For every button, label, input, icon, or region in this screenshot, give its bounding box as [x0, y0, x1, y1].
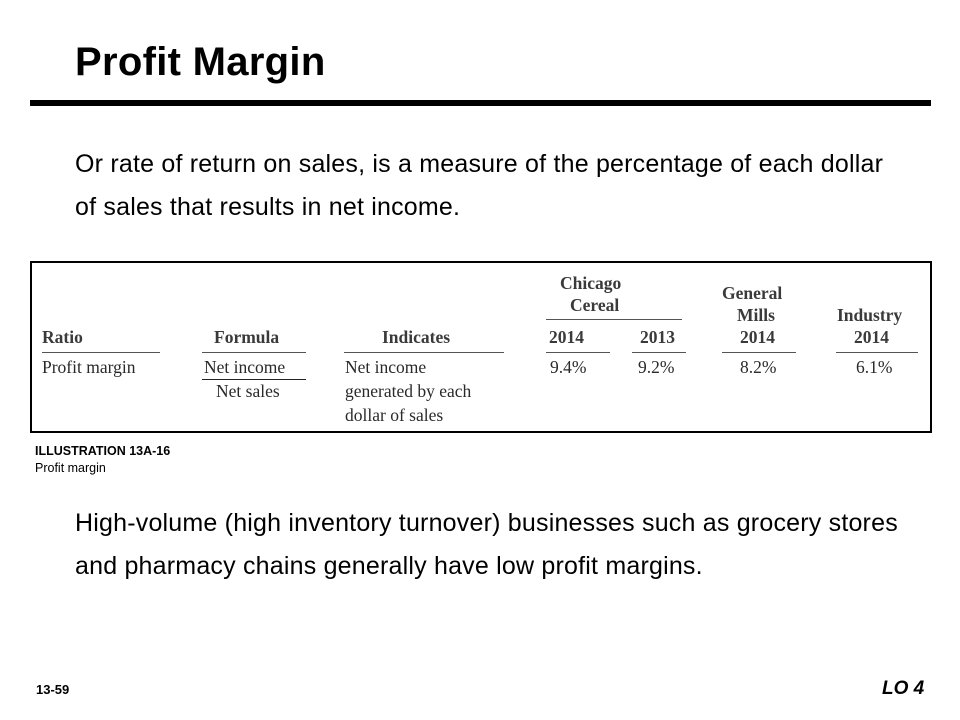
- illustration-caption: ILLUSTRATION 13A-16 Profit margin: [35, 443, 170, 477]
- col-header-industry-2014: 2014: [854, 327, 889, 347]
- col-header-ratio: Ratio: [42, 327, 83, 347]
- formula-fraction-bar: [202, 379, 306, 380]
- col-header-formula: Formula: [214, 327, 280, 347]
- formula-denominator: Net sales: [216, 381, 280, 401]
- group-header-general-line2: Mills: [737, 305, 775, 325]
- col-header-cc-2014: 2014: [549, 327, 584, 347]
- col-header-indicates: Indicates: [382, 327, 451, 347]
- note-paragraph: High-volume (high inventory turnover) bu…: [75, 509, 898, 580]
- value-industry-2014: 6.1%: [856, 357, 893, 377]
- value-gm-2014: 8.2%: [740, 357, 777, 377]
- title-divider: [30, 100, 931, 106]
- indicates-line2: generated by each: [345, 381, 472, 401]
- indicates-line1: Net income: [345, 357, 427, 377]
- underline-cc-2014: [546, 352, 610, 353]
- group-header-chicago-line2: Cereal: [570, 295, 620, 315]
- group-header-chicago-line1: Chicago: [560, 273, 622, 293]
- underline-indicates: [344, 352, 504, 353]
- row-ratio-name: Profit margin: [42, 357, 136, 377]
- col-header-cc-2013: 2013: [640, 327, 675, 347]
- value-cc-2014: 9.4%: [550, 357, 587, 377]
- caption-subtitle: Profit margin: [35, 461, 106, 475]
- slide-title: Profit Margin: [75, 40, 326, 84]
- indicates-line3: dollar of sales: [345, 405, 444, 425]
- underline-industry-2014: [836, 352, 918, 353]
- value-cc-2013: 9.2%: [638, 357, 675, 377]
- page-number: 13-59: [36, 682, 70, 697]
- underline-cc-2013: [632, 352, 686, 353]
- underline-formula: [202, 352, 306, 353]
- intro-paragraph: Or rate of return on sales, is a measure…: [75, 150, 884, 221]
- underline-gm-2014: [722, 352, 796, 353]
- col-header-gm-2014: 2014: [740, 327, 775, 347]
- caption-title: ILLUSTRATION 13A-16: [35, 444, 171, 458]
- formula-numerator: Net income: [204, 357, 286, 377]
- group-header-general-line1: General: [722, 283, 783, 303]
- ratio-table: Chicago Cereal General Mills Industry Ra…: [30, 261, 932, 433]
- learning-objective-label: LO 4: [882, 678, 925, 699]
- group-header-industry: Industry: [837, 305, 903, 325]
- group-underline-chicago: [546, 319, 682, 320]
- underline-ratio: [42, 352, 160, 353]
